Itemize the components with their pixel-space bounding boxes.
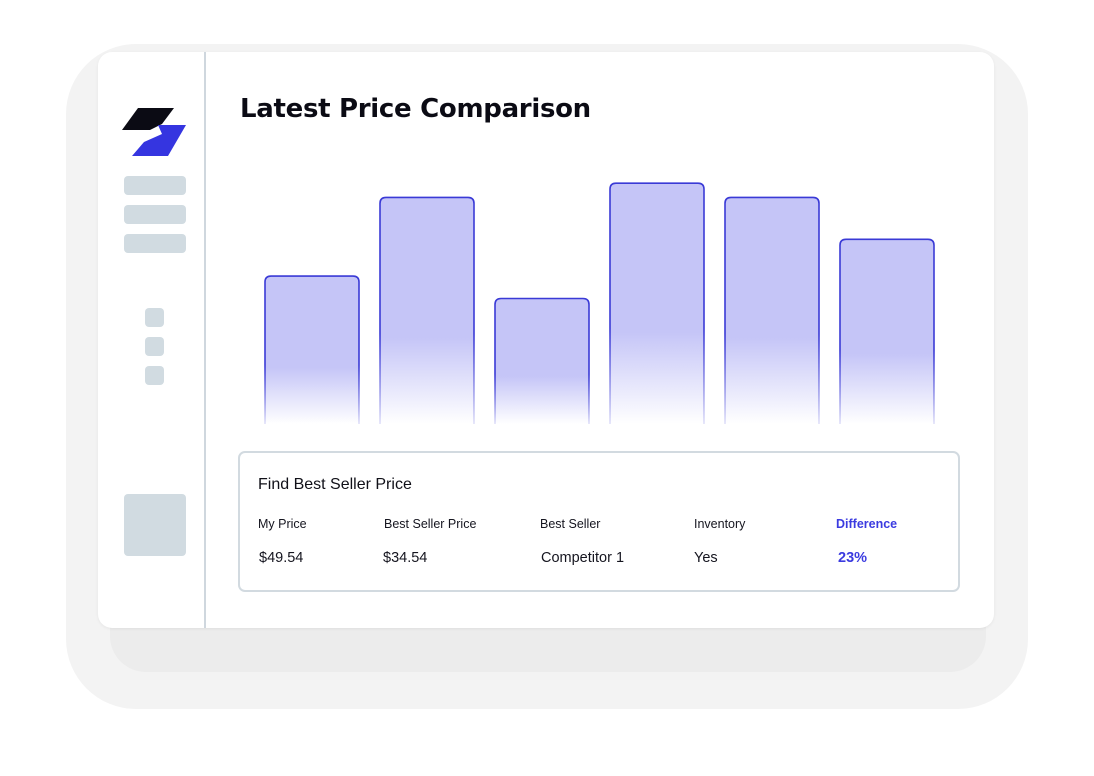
sidebar-footer-block[interactable] bbox=[124, 494, 186, 556]
chart-bar-outline bbox=[264, 275, 360, 424]
dashboard-card: Latest Price Comparison Find Best Seller… bbox=[98, 52, 994, 628]
col-header-best-seller-price: Best Seller Price bbox=[384, 517, 477, 531]
sidebar bbox=[98, 52, 206, 628]
value-best-seller: Competitor 1 bbox=[541, 550, 625, 566]
sidebar-menu-item[interactable] bbox=[124, 234, 186, 253]
sidebar-small-item[interactable] bbox=[145, 337, 164, 356]
col-header-my-price: My Price bbox=[258, 517, 307, 531]
chart-bar-outline bbox=[839, 238, 935, 424]
sidebar-menu-item[interactable] bbox=[124, 205, 186, 224]
chart-bar-outline bbox=[724, 196, 820, 424]
col-header-inventory: Inventory bbox=[694, 517, 746, 531]
chart-bar-outline bbox=[379, 196, 475, 424]
best-seller-panel: Find Best Seller Price My Price Best Sel… bbox=[238, 451, 960, 592]
value-my-price: $49.54 bbox=[259, 550, 304, 566]
page-title: Latest Price Comparison bbox=[240, 94, 591, 124]
chart-bar-outline bbox=[609, 182, 705, 424]
chart-bar bbox=[610, 183, 704, 424]
sidebar-small-item[interactable] bbox=[145, 308, 164, 327]
chart-bar bbox=[495, 298, 589, 424]
value-inventory: Yes bbox=[694, 550, 718, 566]
chart-bar bbox=[380, 197, 474, 424]
price-comparison-chart bbox=[264, 182, 935, 424]
chart-bar bbox=[725, 197, 819, 424]
sidebar-small-item[interactable] bbox=[145, 366, 164, 385]
value-difference: 23% bbox=[838, 550, 868, 566]
chart-bar bbox=[840, 239, 934, 424]
col-header-best-seller: Best Seller bbox=[540, 517, 601, 531]
chart-bar bbox=[265, 276, 359, 424]
panel-title: Find Best Seller Price bbox=[258, 476, 412, 493]
value-best-seller-price: $34.54 bbox=[383, 550, 428, 566]
col-header-difference: Difference bbox=[836, 517, 898, 531]
sidebar-menu-item[interactable] bbox=[124, 176, 186, 195]
brand-logo-icon[interactable] bbox=[122, 108, 186, 156]
chart-bar-outline bbox=[494, 297, 590, 424]
